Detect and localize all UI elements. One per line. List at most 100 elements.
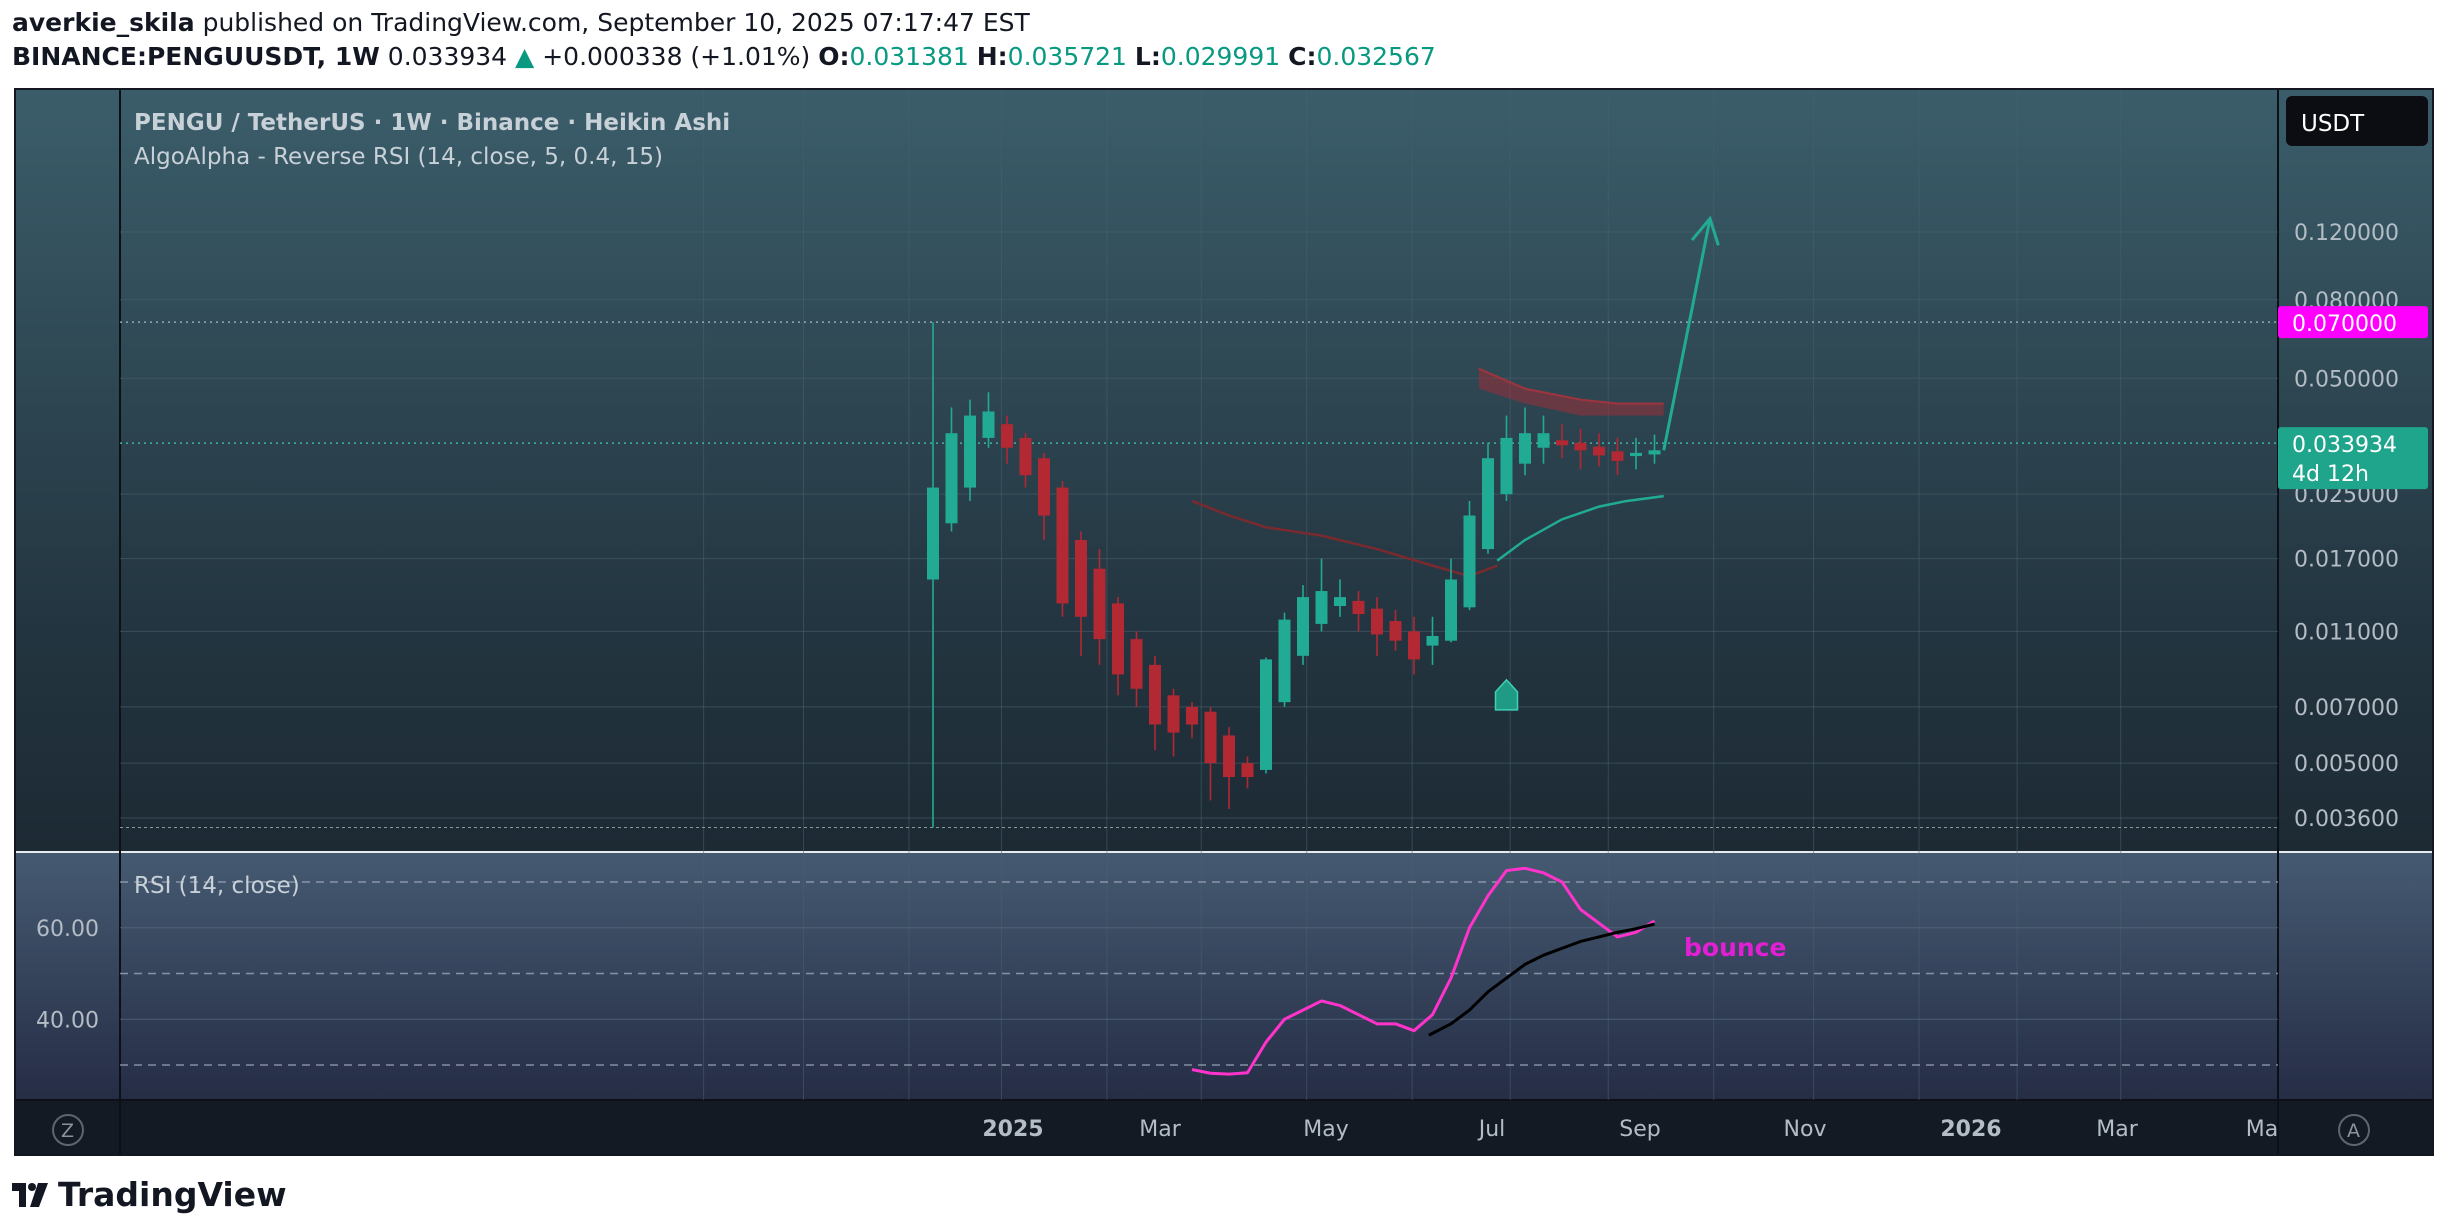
symbol-legend[interactable]: PENGU / TetherUS · 1W · Binance · Heikin… — [134, 110, 730, 136]
candle-body[interactable] — [945, 433, 958, 524]
candle-body[interactable] — [1075, 540, 1087, 617]
candle-body[interactable] — [1371, 608, 1383, 635]
last-price: 0.033934 — [387, 42, 508, 71]
time-axis-background — [16, 1100, 2432, 1154]
candle-body[interactable] — [1260, 659, 1272, 770]
candle-body[interactable] — [1149, 664, 1161, 725]
candle-body[interactable] — [1186, 706, 1198, 725]
candle-body[interactable] — [1130, 639, 1143, 689]
price-tick-label: 0.120000 — [2294, 221, 2399, 246]
projection-arrow-head — [1690, 215, 1720, 246]
candle-body[interactable] — [1445, 579, 1457, 641]
up-triangle-icon: ▲ — [515, 42, 535, 71]
candle-body[interactable] — [1278, 619, 1291, 703]
close-value: 0.032567 — [1316, 42, 1436, 71]
zoom-toggle-button[interactable] — [52, 1114, 84, 1146]
rsi-line — [1191, 866, 1656, 1076]
resistance-band-edge — [1478, 367, 1664, 405]
low-label: L: — [1134, 42, 1161, 71]
candle-body[interactable] — [982, 411, 995, 438]
time-tick-label: May — [1303, 1117, 1348, 1142]
candle-body[interactable] — [1112, 603, 1124, 675]
candle-body[interactable] — [1500, 437, 1513, 495]
candle-body[interactable] — [1519, 433, 1531, 464]
rsi-tick-label: 40.00 — [36, 1008, 99, 1033]
auto-scale-button[interactable] — [2338, 1114, 2370, 1146]
candle-body[interactable] — [1204, 711, 1217, 764]
author-name[interactable]: averkie_skila — [12, 8, 195, 37]
publish-line: averkie_skila published on TradingView.c… — [12, 8, 1030, 37]
candle-body[interactable] — [1611, 451, 1624, 461]
high-label: H: — [976, 42, 1008, 71]
candle-body[interactable] — [1352, 600, 1365, 615]
price-tick-label: 0.017000 — [2294, 548, 2399, 573]
candle-body[interactable] — [1334, 597, 1346, 607]
time-tick-label: Nov — [1784, 1117, 1827, 1142]
chart-frame: 0.120000 0.080000 0.050000 0.025000 0.017000… — [14, 88, 2434, 1156]
time-tick-label: 2025 — [982, 1117, 1043, 1142]
candle-body[interactable] — [1630, 452, 1642, 457]
time-tick-label: Sep — [1619, 1117, 1660, 1142]
rsi-tick-label: 60.00 — [36, 917, 99, 942]
candle-body[interactable] — [927, 487, 939, 580]
bearish-trend-line — [1191, 499, 1498, 578]
buy-signal-marker — [1494, 678, 1519, 711]
projection-arrow-line — [1662, 218, 1712, 451]
candle-body[interactable] — [1389, 621, 1402, 641]
candle-body[interactable] — [1537, 433, 1550, 448]
price-tick-label: 0.007000 — [2294, 696, 2399, 721]
time-tick-label: Mar — [1139, 1117, 1181, 1142]
symbol-label: BINANCE:PENGUUSDT, 1W — [12, 42, 380, 71]
price-tick-label: 0.011000 — [2294, 620, 2399, 645]
candle-body[interactable] — [1241, 763, 1254, 778]
time-tick-label: 2026 — [1940, 1117, 2001, 1142]
bounce-annotation: bounce — [1684, 933, 1786, 962]
bullish-trend-line — [1496, 494, 1664, 562]
candle-body[interactable] — [1315, 591, 1328, 624]
auto-scale-label: A — [2347, 1120, 2360, 1142]
candle-body[interactable] — [1038, 458, 1050, 516]
candle-body[interactable] — [1593, 446, 1605, 456]
indicator-legend[interactable]: AlgoAlpha - Reverse RSI (14, close, 5, 0… — [134, 144, 663, 170]
target-price-tag-label: 0.070000 — [2292, 312, 2397, 337]
time-tick-label: Mar — [2096, 1117, 2138, 1142]
last-price-tag-label: 0.033934 — [2292, 433, 2397, 458]
tradingview-logo[interactable]: TradingView — [12, 1175, 287, 1214]
candle-body[interactable] — [1223, 735, 1235, 778]
time-tick-label: Jul — [1477, 1117, 1506, 1142]
publish-info: published on TradingView.com, September … — [202, 8, 1030, 37]
candle-body[interactable] — [1556, 440, 1568, 446]
currency-button-label: USDT — [2301, 111, 2365, 137]
currency-button[interactable] — [2286, 96, 2428, 146]
bar-countdown-label: 4d 12h — [2292, 462, 2369, 487]
candle-body[interactable] — [1426, 635, 1439, 646]
price-change: +0.000338 (+1.01%) — [542, 42, 811, 71]
price-tick-label: 0.003600 — [2294, 807, 2399, 832]
brand-name: TradingView — [58, 1175, 287, 1214]
rsi-pane-background — [16, 852, 2432, 1100]
price-tick-label: 0.050000 — [2294, 367, 2399, 392]
candle-body[interactable] — [1574, 442, 1587, 451]
target-price-tag — [2278, 306, 2428, 339]
ohlc-line: BINANCE:PENGUUSDT, 1W 0.033934 ▲ +0.0003… — [12, 42, 1436, 71]
rsi-legend[interactable]: RSI (14, close) — [134, 873, 300, 899]
candle-body[interactable] — [1297, 597, 1309, 656]
candle-body[interactable] — [1482, 458, 1494, 550]
tradingview-logo-icon — [12, 1182, 48, 1207]
time-tick-label: Ma — [2246, 1117, 2278, 1142]
candle-body[interactable] — [1408, 631, 1420, 660]
chart-canvas[interactable]: 0.1200000.0800000.0500000.0250000.017000… — [16, 90, 2432, 1154]
close-label: C: — [1288, 42, 1317, 71]
open-value: 0.031381 — [849, 42, 969, 71]
rsi-ma-line — [1428, 922, 1655, 1037]
candle-body[interactable] — [1019, 437, 1032, 476]
candle-body[interactable] — [1056, 487, 1069, 604]
candle-body[interactable] — [1001, 424, 1013, 448]
candle-body[interactable] — [1167, 695, 1180, 733]
candle-body[interactable] — [1463, 515, 1476, 608]
candle-body[interactable] — [1093, 568, 1106, 640]
high-value: 0.035721 — [1007, 42, 1127, 71]
low-value: 0.029991 — [1160, 42, 1281, 71]
candle-body[interactable] — [964, 415, 976, 488]
candle-body[interactable] — [1648, 450, 1661, 455]
